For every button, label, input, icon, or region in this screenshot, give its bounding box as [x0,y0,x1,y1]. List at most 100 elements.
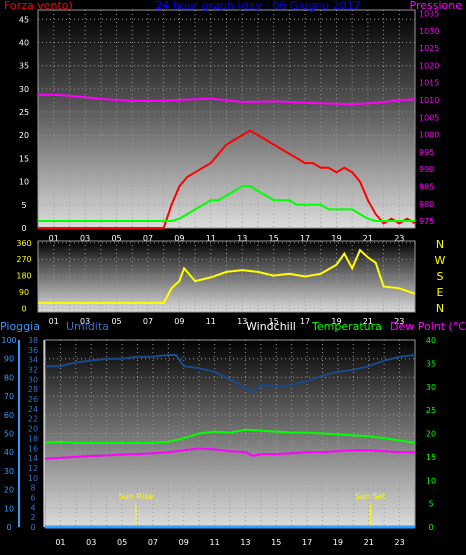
panel3-temp-tick: 35 [426,359,436,368]
panel2-left-tick: 90 [19,288,29,297]
panel3-temp-tick: 40 [426,336,436,345]
panel1-right-tick: 1025 [419,44,439,53]
panel3-humidity-tick: 8 [30,484,35,493]
panel2-x-tick: 11 [206,317,216,326]
panel3-x-tick: 01 [55,538,65,547]
panel1-x-tick: 13 [237,234,247,243]
panel2-x-tick: 03 [80,317,90,326]
panel3-humidity-tick: 32 [28,366,38,375]
panel3-header-label: Umidita [66,320,109,333]
panel2-left-tick: 180 [16,272,31,281]
panel1-left-tick: 25 [19,108,29,117]
panel1-x-tick: 03 [80,234,90,243]
panel3-humidity-tick: 26 [28,395,38,404]
panel3-header-label: Dew Point (°C) [390,320,466,333]
panel1-x-tick: 19 [331,234,341,243]
panel2-x-tick: 01 [49,317,59,326]
panel2-x-tick: 09 [174,317,184,326]
panel2-compass-letter: E [437,286,444,299]
panel1-right-label: Pressione [410,0,463,12]
panel3-temp-tick: 30 [426,383,436,392]
panel1-left-tick: 20 [19,131,29,140]
panel2-compass-letter: N [436,302,444,315]
panel1-left-label: Forza vento) [4,0,73,12]
panel2-left-tick: 0 [21,304,26,313]
panel3-humidity-tick: 38 [28,336,38,345]
panel3-temp-tick: 15 [426,453,436,462]
panel1-right-tick: 995 [419,148,434,157]
panel3-sun-label: Sun Set [355,492,386,501]
panel3-rain-tick: 90 [4,355,14,364]
panel1-right-tick: 990 [419,165,434,174]
panel3-x-tick: 11 [209,538,219,547]
panel2-left-tick: 360 [16,239,31,248]
panel1-x-tick: 17 [300,234,310,243]
panel1-left-tick: 10 [19,178,29,187]
panel3-humidity-tick: 10 [28,474,38,483]
panel3-x-tick: 19 [333,538,343,547]
panel1-right-tick: 1010 [419,96,439,105]
panel1-x-tick: 11 [206,234,216,243]
panel3-rain-tick: 40 [4,448,14,457]
panel3-humidity-tick: 14 [28,454,38,463]
panel1-right-tick: 1005 [419,113,439,122]
panel3-x-tick: 05 [117,538,127,547]
panel2-x-tick: 21 [363,317,373,326]
panel1-left-tick: 15 [19,154,29,163]
panel2-plot-area [38,241,415,312]
panel3-rain-tick: 50 [4,430,14,439]
panel2-x-tick: 23 [394,317,404,326]
panel3-humidity-tick: 28 [28,385,38,394]
panel3-temp-tick: 25 [426,406,436,415]
panel3-x-tick: 09 [179,538,189,547]
panel3-x-tick: 15 [271,538,281,547]
panel1-right-tick: 1020 [419,61,439,70]
series-temperatura [44,428,416,444]
panel3-humidity-tick: 34 [28,356,38,365]
panel1-x-tick: 05 [111,234,121,243]
panel3-sun-label: Sun Rise [119,492,154,501]
panel2-x-tick: 13 [237,317,247,326]
panel1-right-tick: 975 [419,217,434,226]
panel3-rain-tick: 0 [6,523,11,532]
panel3-x-tick: 03 [86,538,96,547]
panel3-temp-tick: 0 [428,523,433,532]
panel1-right-tick: 985 [419,182,434,191]
panel3-rain-tick: 20 [4,486,14,495]
panel3-humidity-tick: 22 [28,415,38,424]
panel3-rain-tick: 80 [4,373,14,382]
panel3-humidity-tick: 6 [30,493,35,502]
panel3-humidity-tick: 0 [30,523,35,532]
panel2-compass-letter: N [436,238,444,251]
panel3-x-tick: 17 [302,538,312,547]
panel2-x-tick: 05 [111,317,121,326]
panel3-humidity-tick: 16 [28,444,38,453]
panel2-x-tick: 17 [300,317,310,326]
panel2-left-tick: 270 [16,255,31,264]
panel1-left-tick: 35 [19,62,29,71]
panel1-title: 24 hour graph (day : 06 Giugno 2017 [155,0,360,12]
panel2-compass-letter: S [437,270,444,283]
panel3-humidity-tick: 18 [28,434,38,443]
series-umidita [45,354,416,394]
panel3-temp-tick: 5 [428,500,433,509]
panel1-x-tick: 01 [49,234,59,243]
panel2-x-tick: 19 [331,317,341,326]
panel2-frame [37,240,416,313]
panel3-x-tick: 07 [148,538,158,547]
panel1-right-tick: 1000 [419,131,439,140]
panel3-humidity-tick: 24 [28,405,38,414]
panel3-humidity-tick: 12 [28,464,38,473]
panel3-rain-tick: 70 [4,392,14,401]
panel1-x-tick: 21 [363,234,373,243]
panel1-x-tick: 07 [143,234,153,243]
panel1-frame [37,9,416,229]
panel1-x-tick: 15 [269,234,279,243]
panel1-right-tick: 1015 [419,79,439,88]
panel1-left-tick: 30 [19,85,29,94]
panel3-humidity-tick: 2 [30,513,35,522]
panel1-left-tick: 40 [19,38,29,47]
panel3-humidity-tick: 4 [30,503,35,512]
panel3-rain-tick: 30 [4,467,14,476]
